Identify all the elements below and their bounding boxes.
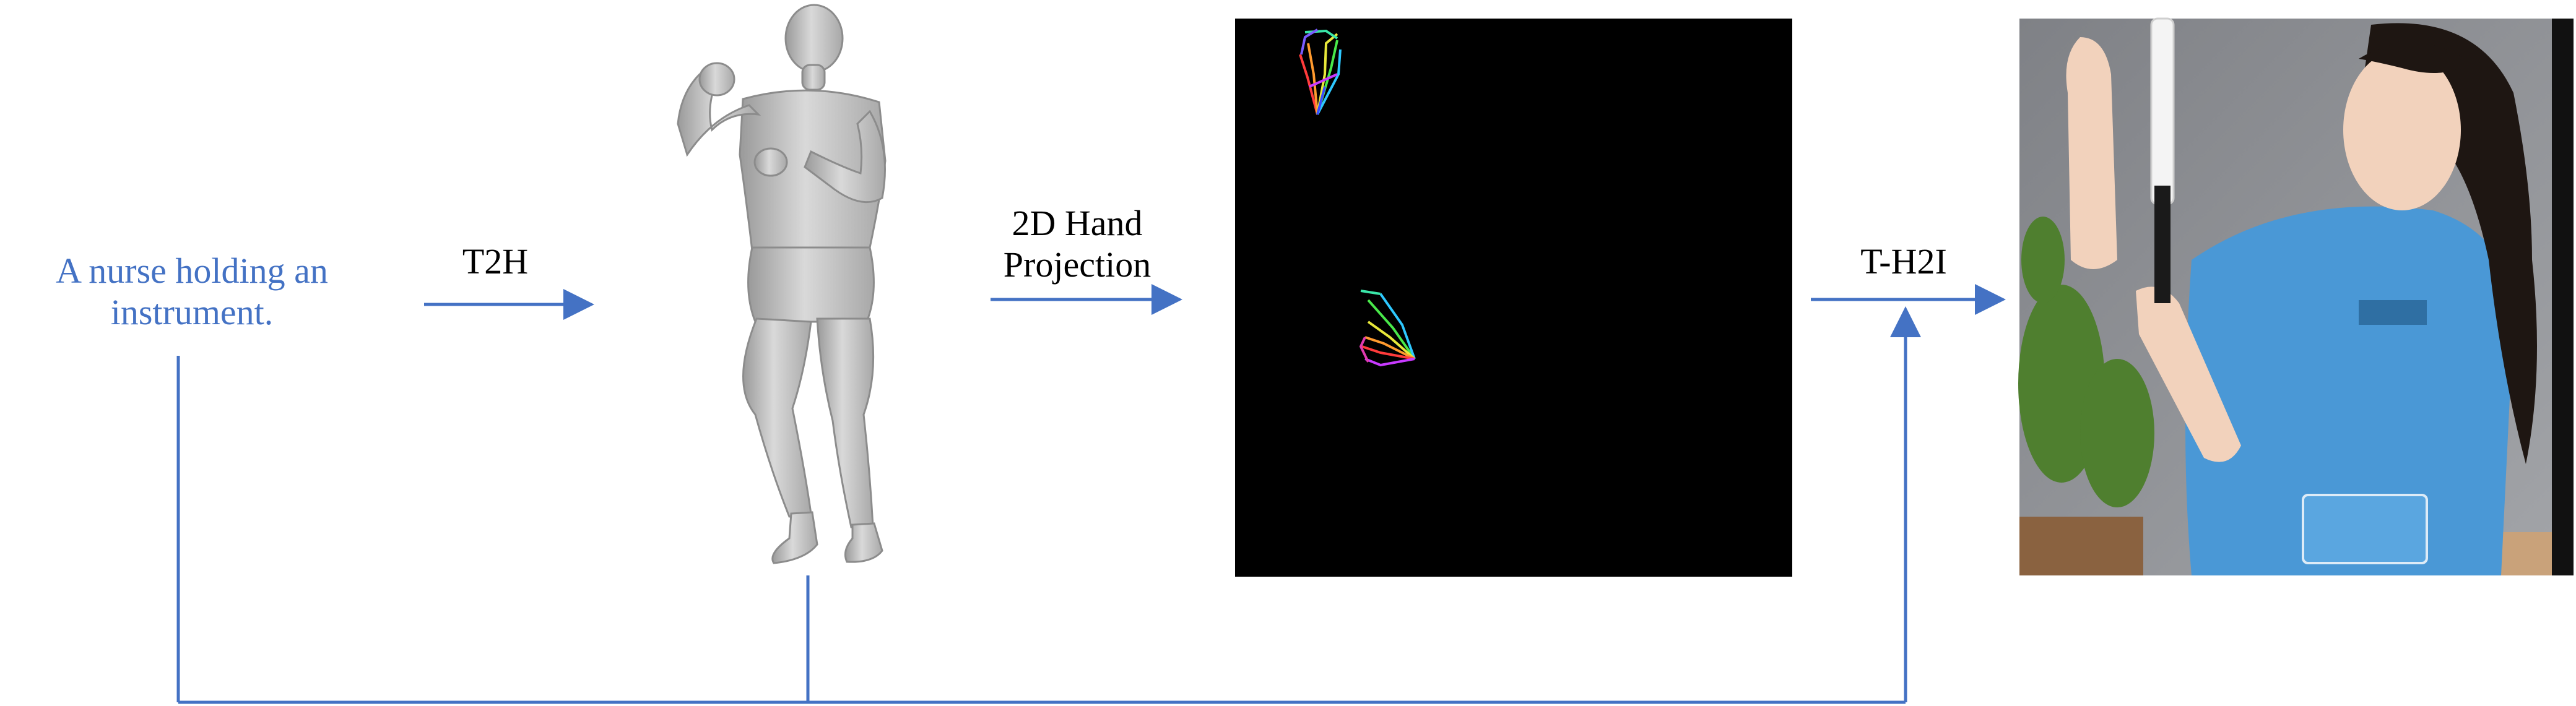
instrument-handle — [2154, 186, 2171, 303]
photo-right-edge — [2552, 19, 2574, 575]
nurse-face — [2343, 50, 2461, 210]
chest-pocket — [2359, 300, 2427, 325]
hand-skeleton-upper — [1299, 28, 1342, 115]
nurse-scrubs — [2185, 206, 2513, 576]
prompt-text: A nurse holding an instrument. — [25, 251, 359, 333]
projection-label: 2D Hand Projection — [966, 203, 1189, 285]
nurse-hair — [2365, 23, 2537, 465]
t2h-label: T2H — [462, 241, 529, 282]
prompt-line-1: A nurse holding an — [56, 251, 328, 291]
scrub-pocket — [2302, 494, 2428, 564]
hand-skeleton-lower — [1359, 290, 1416, 367]
plant — [2018, 217, 2154, 507]
projection-line-1: 2D Hand — [1012, 203, 1143, 243]
projection-line-2: Projection — [1003, 244, 1151, 285]
keypoint-panel-background — [1235, 19, 1792, 577]
planter-basket — [2019, 517, 2143, 575]
raised-arm — [2066, 37, 2117, 269]
th2i-label: T-H2I — [1860, 241, 1947, 282]
lower-arm — [2136, 286, 2241, 462]
hand-keypoint-panel — [1235, 19, 1792, 577]
human-mesh-figure — [677, 4, 887, 564]
instrument-white — [2150, 17, 2175, 205]
generated-image-panel — [2018, 17, 2574, 576]
prompt-line-2: instrument. — [110, 291, 274, 332]
flow-arrows — [176, 284, 2006, 704]
